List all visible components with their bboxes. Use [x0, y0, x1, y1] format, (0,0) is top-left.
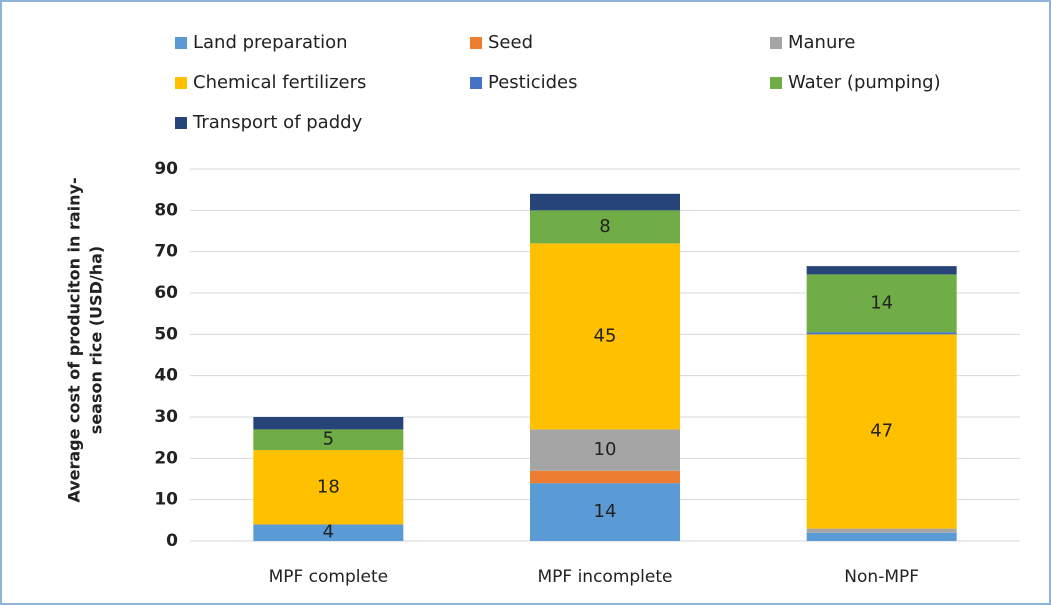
y-tick-label: 30: [154, 407, 178, 427]
bar-segment: [806, 332, 957, 335]
legend-label: Water (pumping): [788, 72, 941, 93]
y-tick-label: 70: [154, 242, 178, 262]
y-tick-label: 20: [154, 448, 178, 468]
legend-label: Land preparation: [193, 32, 348, 53]
x-tick-label: MPF incomplete: [537, 567, 672, 587]
legend-swatch: [175, 37, 187, 49]
legend-swatch: [470, 37, 482, 49]
bar-segment: [253, 429, 404, 451]
y-tick-label: 60: [154, 283, 178, 303]
bar-segment: [806, 334, 957, 529]
y-tick-label: 50: [154, 324, 178, 344]
y-tick-label: 0: [166, 531, 178, 551]
legend-label: Transport of paddy: [192, 112, 363, 133]
x-tick-label: Non-MPF: [844, 567, 919, 587]
bar-segment: [530, 470, 680, 484]
legend-label: Chemical fertilizers: [193, 72, 366, 93]
bar-segment: [530, 193, 680, 211]
data-label: 47: [870, 420, 893, 441]
bar-segment: [530, 243, 680, 430]
legend-label: Manure: [788, 32, 855, 53]
data-label: 14: [870, 292, 893, 313]
y-axis-title: Average cost of produciton in rainy-: [65, 177, 84, 502]
bar-segment: [530, 429, 680, 471]
data-label: 10: [594, 439, 617, 460]
legend-label: Pesticides: [488, 72, 578, 93]
legend-swatch: [175, 77, 187, 89]
x-tick-label: MPF complete: [269, 567, 389, 587]
data-label: 5: [323, 429, 334, 450]
bar-segment: [530, 483, 680, 541]
y-tick-label: 40: [154, 366, 178, 386]
legend-label: Seed: [488, 32, 533, 53]
y-tick-label: 80: [154, 200, 178, 220]
y-tick-label: 10: [154, 490, 178, 510]
bar-segment: [806, 274, 957, 333]
legend-swatch: [470, 77, 482, 89]
bar-segment: [806, 532, 957, 541]
bar-segment: [806, 528, 957, 533]
y-axis-title: season rice (USD/ha): [87, 246, 106, 434]
bar-segment: [253, 417, 404, 430]
bar-segment: [253, 450, 404, 525]
data-label: 14: [594, 501, 617, 522]
data-label: 18: [317, 476, 340, 497]
y-tick-label: 90: [154, 159, 178, 179]
legend-swatch: [770, 77, 782, 89]
legend-swatch: [770, 37, 782, 49]
bar-segment: [253, 524, 404, 541]
legend-swatch: [175, 117, 187, 129]
bar-segment: [530, 210, 680, 244]
data-label: 8: [599, 216, 610, 237]
data-label: 45: [594, 325, 617, 346]
data-label: 4: [323, 522, 334, 543]
bar-segment: [806, 266, 957, 275]
